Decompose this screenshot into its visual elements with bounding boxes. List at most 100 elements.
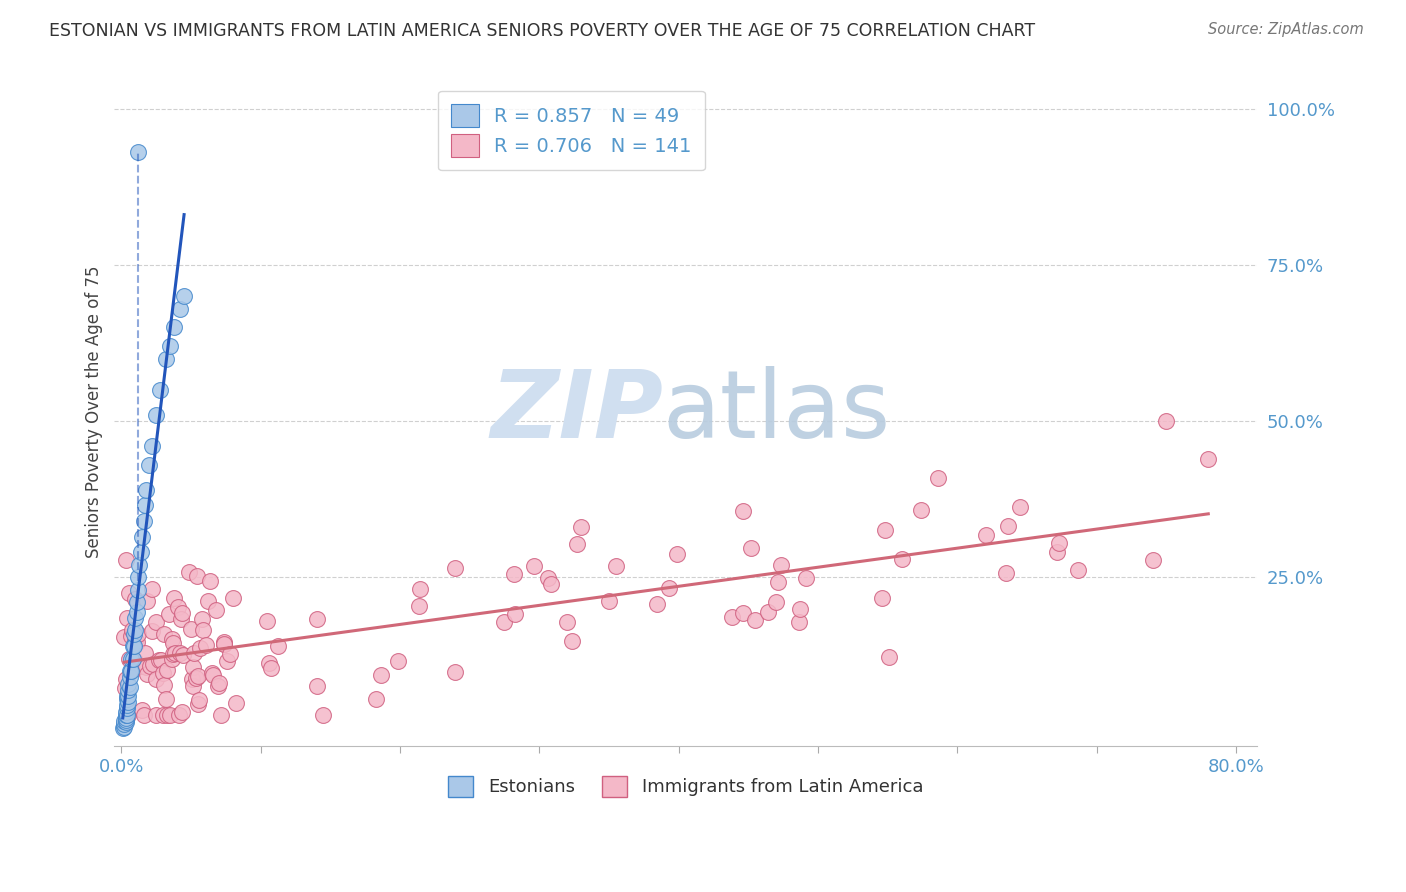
Point (927, 471, 949, 485)
Point (129, 659, 152, 673)
Point (145, 673, 167, 687)
Point (117, 676, 139, 690)
Point (122, 626, 145, 640)
Point (124, 611, 146, 625)
Point (114, 681, 136, 695)
Point (187, 697, 209, 711)
Point (169, 301, 191, 316)
Point (131, 530, 153, 544)
Point (125, 605, 148, 619)
Point (1049, 535, 1071, 549)
Point (118, 586, 141, 600)
Point (225, 696, 247, 710)
Point (207, 679, 229, 693)
Point (172, 648, 194, 663)
Text: Source: ZipAtlas.com: Source: ZipAtlas.com (1208, 22, 1364, 37)
Point (184, 671, 207, 685)
Point (153, 678, 176, 692)
Point (219, 647, 242, 661)
Point (162, 647, 184, 661)
Point (142, 657, 165, 672)
Point (794, 571, 817, 585)
Point (1067, 564, 1090, 578)
Point (212, 637, 235, 651)
Point (163, 591, 186, 606)
Point (120, 629, 142, 643)
Point (145, 707, 167, 722)
Point (789, 601, 811, 615)
Point (169, 646, 191, 660)
Point (114, 711, 136, 725)
Point (127, 626, 149, 640)
Point (115, 701, 138, 715)
Point (115, 611, 138, 625)
Point (202, 668, 225, 682)
Point (134, 499, 156, 513)
Point (569, 520, 592, 534)
Point (503, 567, 526, 582)
Point (155, 351, 177, 366)
Point (492, 615, 515, 629)
Point (733, 504, 755, 518)
Point (141, 582, 163, 597)
Point (112, 630, 135, 644)
Point (166, 599, 188, 614)
Point (307, 611, 329, 625)
Point (141, 624, 163, 638)
Point (974, 528, 997, 542)
Point (1008, 500, 1031, 514)
Point (131, 703, 153, 717)
Point (565, 537, 588, 551)
Point (118, 664, 141, 678)
Point (127, 635, 149, 649)
Point (197, 594, 219, 608)
Point (160, 632, 183, 647)
Point (1142, 553, 1164, 567)
Point (1197, 451, 1219, 466)
Point (523, 558, 546, 573)
Point (139, 658, 162, 673)
Legend: Estonians, Immigrants from Latin America: Estonians, Immigrants from Latin America (441, 769, 931, 804)
Point (195, 638, 218, 652)
Point (167, 707, 190, 722)
Point (138, 458, 160, 472)
Point (205, 603, 228, 617)
Point (124, 654, 146, 668)
Point (201, 665, 224, 680)
Point (117, 689, 139, 703)
Point (766, 575, 789, 590)
Point (186, 569, 208, 583)
Point (112, 717, 135, 731)
Point (187, 669, 209, 683)
Point (181, 672, 204, 686)
Point (190, 640, 212, 655)
Point (155, 692, 177, 706)
Point (135, 483, 157, 497)
Point (124, 591, 146, 606)
Point (170, 612, 193, 626)
Point (191, 623, 214, 637)
Point (115, 692, 138, 706)
Point (444, 665, 467, 679)
Point (170, 706, 193, 720)
Point (756, 605, 779, 619)
Point (134, 707, 156, 722)
Point (370, 668, 392, 682)
Point (537, 571, 560, 585)
Point (163, 320, 186, 334)
Point (118, 652, 141, 666)
Point (598, 594, 620, 608)
Point (162, 636, 184, 650)
Point (997, 519, 1019, 533)
Point (744, 613, 766, 627)
Point (387, 654, 409, 668)
Point (121, 639, 143, 653)
Point (127, 145, 149, 160)
Point (114, 705, 136, 719)
Point (145, 615, 167, 629)
Point (257, 656, 280, 670)
Point (740, 541, 762, 555)
Point (127, 570, 149, 584)
Point (910, 503, 932, 517)
Point (181, 679, 204, 693)
